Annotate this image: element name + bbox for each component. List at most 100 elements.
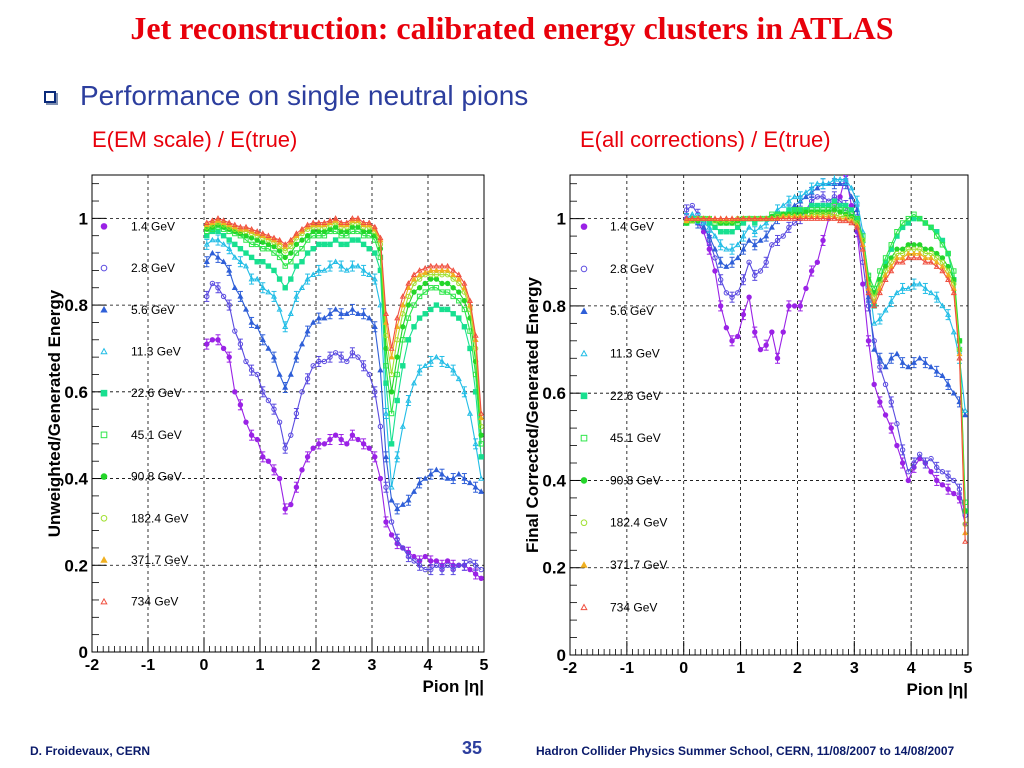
data-point [366,445,372,451]
legend-label: 22.6 GeV [610,389,661,403]
data-point [209,236,216,243]
footer-author: D. Froidevaux, CERN [30,744,151,758]
data-point [327,436,333,443]
data-point [916,355,923,361]
data-point [293,293,300,299]
legend-marker [100,556,108,563]
data-point [400,545,406,551]
data-point [231,254,238,260]
data-point [248,275,255,282]
data-point [315,267,322,273]
data-point [360,219,367,225]
data-point [893,259,900,265]
x-tick-label: 2 [312,657,321,674]
data-point [349,237,356,243]
legend-marker [100,431,108,439]
legend-label: 182.4 GeV [610,516,667,530]
data-point [922,460,929,466]
data-point [304,327,311,334]
data-point [422,362,429,369]
data-point [416,271,423,277]
data-point [271,467,277,473]
data-point [327,354,333,360]
data-point [786,207,792,213]
data-point [332,258,339,264]
data-point [461,280,468,286]
data-point [797,193,804,200]
data-point [808,268,815,274]
data-point [399,301,406,308]
data-point [752,329,758,335]
legend-marker [100,389,108,397]
series-line [206,226,482,444]
data-point [893,289,900,296]
data-point [871,381,877,388]
data-point [729,229,735,235]
data-point [461,475,468,481]
data-point [237,246,244,252]
data-point [354,215,362,221]
data-point [780,329,786,335]
data-point [461,388,468,395]
data-point [355,224,361,230]
data-point [377,234,384,241]
data-point [400,363,406,369]
data-point [450,271,457,277]
data-point [808,215,815,221]
data-point [332,215,339,221]
data-point [740,277,747,283]
x-axis-label: Pion |η| [907,680,968,699]
data-point [293,230,300,236]
data-point [288,250,294,256]
data-point [950,389,957,396]
data-point [933,368,940,374]
data-point [372,389,378,395]
data-point [394,536,400,542]
data-point [763,232,770,239]
data-point [215,337,221,343]
data-point [876,289,883,296]
data-point [729,338,735,344]
data-point [757,224,764,230]
y-tick-label: 1 [79,209,88,228]
data-point [394,505,401,512]
x-axis-label: Pion |η| [423,677,484,696]
legend-marker [580,477,588,484]
data-point [843,202,849,209]
data-point [922,246,929,252]
x-tick-label: 1 [256,657,265,674]
data-point [444,562,451,568]
data-point [837,209,843,215]
data-point [326,217,334,223]
data-point [899,359,906,365]
data-point [299,259,305,265]
data-point [388,532,395,538]
data-point [293,250,300,256]
legend-label: 734 GeV [131,595,178,609]
data-point [349,306,356,312]
data-point [226,354,232,360]
data-point [752,272,758,279]
data-point [204,233,210,239]
legend-label: 5.6 GeV [610,304,654,318]
series-3 [203,249,484,515]
data-point [466,410,474,416]
data-point [450,311,456,317]
data-point [706,232,713,239]
data-point [338,262,345,269]
data-point [894,229,900,235]
data-point [700,215,707,221]
data-point [310,228,316,235]
slide-subtitle: Performance on single neutral pions [80,80,529,111]
data-point [945,473,951,479]
data-point [802,189,810,195]
data-point [706,220,712,226]
data-point [928,455,934,462]
data-point [343,310,350,317]
data-point [478,410,484,416]
data-point [728,215,736,221]
legend-label: 2.8 GeV [131,261,175,275]
data-point [433,562,440,568]
data-point [304,250,311,256]
data-point [894,421,900,427]
